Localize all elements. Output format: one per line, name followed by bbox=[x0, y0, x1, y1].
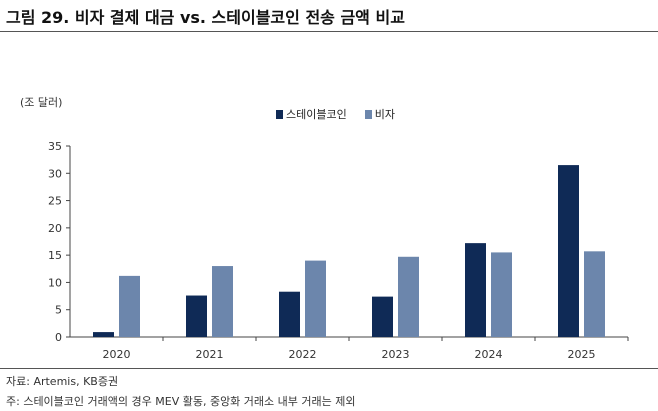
legend-label-visa: 비자 bbox=[374, 108, 395, 121]
legend-label-stablecoin: 스테이블코인 bbox=[286, 108, 347, 121]
x-tick-label: 2024 bbox=[475, 348, 503, 361]
bar-visa bbox=[305, 260, 326, 337]
x-tick-label: 2025 bbox=[568, 348, 596, 361]
bar-visa bbox=[584, 251, 605, 337]
bar-stablecoin bbox=[279, 291, 300, 337]
bar-stablecoin bbox=[186, 295, 207, 337]
legend-swatch-stablecoin bbox=[276, 109, 283, 119]
footer-rule bbox=[0, 368, 658, 369]
bar-stablecoin bbox=[465, 243, 486, 337]
note-text: 주: 스테이블코인 거래액의 경우 MEV 활동, 중앙화 거래소 내부 거래는… bbox=[6, 395, 356, 408]
bar-visa bbox=[119, 275, 140, 337]
bar-visa bbox=[212, 266, 233, 337]
bar-visa bbox=[491, 252, 512, 337]
x-tick-label: 2021 bbox=[196, 348, 224, 361]
chart-title: 그림 29. 비자 결제 대금 vs. 스테이블코인 전송 금액 비교 bbox=[6, 8, 405, 27]
x-tick-label: 2023 bbox=[382, 348, 410, 361]
x-tick-label: 2020 bbox=[103, 348, 131, 361]
y-unit-label: (조 달러) bbox=[20, 96, 63, 109]
bar-stablecoin bbox=[558, 165, 579, 337]
bar-stablecoin bbox=[93, 332, 114, 337]
bar-stablecoin bbox=[372, 296, 393, 337]
y-tick-label: 20 bbox=[48, 222, 62, 235]
y-tick-label: 30 bbox=[48, 167, 62, 180]
legend-item-visa: 비자 bbox=[364, 106, 395, 122]
x-tick-label: 2022 bbox=[289, 348, 317, 361]
y-tick-label: 5 bbox=[55, 304, 62, 317]
legend: 스테이블코인 비자 bbox=[276, 106, 409, 122]
y-tick-label: 10 bbox=[48, 276, 62, 289]
bar-visa bbox=[398, 256, 419, 337]
title-rule bbox=[0, 31, 658, 32]
source-text: 자료: Artemis, KB증권 bbox=[6, 375, 119, 388]
legend-swatch-visa bbox=[364, 109, 372, 119]
legend-item-stablecoin: 스테이블코인 bbox=[276, 106, 347, 122]
y-tick-label: 0 bbox=[55, 331, 62, 344]
y-tick-label: 35 bbox=[48, 140, 62, 153]
y-tick-label: 25 bbox=[48, 195, 62, 208]
y-tick-label: 15 bbox=[48, 249, 62, 262]
